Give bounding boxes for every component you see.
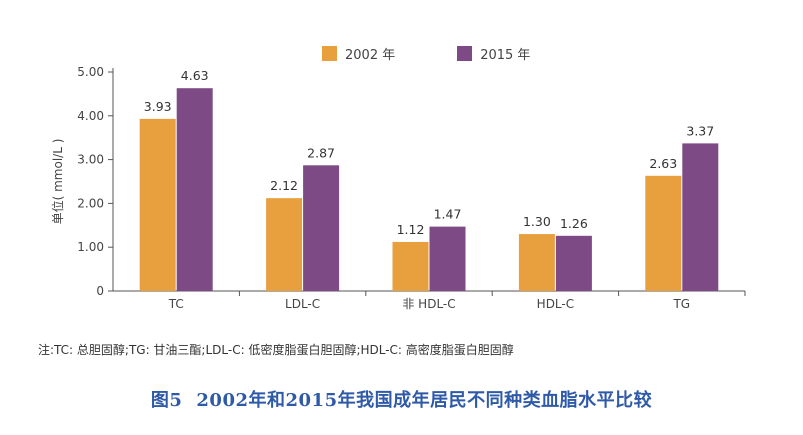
y-tick-label: 5.00 — [77, 65, 104, 79]
bar-2002-0 — [139, 118, 176, 291]
data-label: 3.93 — [144, 99, 172, 114]
figure-title: 2002年和2015年我国成年居民不同种类血脂水平比较 — [196, 390, 653, 411]
data-label: 1.30 — [523, 214, 551, 229]
data-label: 3.37 — [686, 123, 714, 138]
legend-swatch-2015 — [457, 46, 473, 61]
bar-2002-3 — [518, 234, 555, 291]
bar-2002-4 — [645, 175, 682, 291]
bar-2002-1 — [266, 198, 303, 291]
chart-note: 注:TC: 总胆固醇;TG: 甘油三酯;LDL-C: 低密度脂蛋白胆固醇;HDL… — [38, 343, 514, 357]
data-label: 2.87 — [307, 145, 335, 160]
bar-2015-1 — [303, 165, 340, 291]
y-tick-label: 2.00 — [77, 196, 104, 210]
data-label: 1.12 — [397, 222, 425, 237]
data-label: 1.26 — [560, 216, 588, 231]
bar-2015-2 — [429, 226, 466, 291]
y-tick-label: 0 — [96, 284, 104, 298]
bar-2015-0 — [176, 88, 213, 292]
legend-label-2015: 2015 年 — [480, 48, 531, 63]
x-tick-label: TC — [168, 297, 184, 311]
legend-item-2002: 2002 年 — [322, 44, 395, 63]
legend-swatch-2002 — [322, 46, 337, 61]
chart-labels: 3.93 4.63 2.12 2.87 1.12 1.47 1.30 1.26 2.63 3.37 — [144, 68, 714, 237]
chart-axes: 0 1.00 2.00 3.00 4.00 5.00 单位( mmol/L ) TC LDL-C… — [50, 65, 746, 311]
y-tick-label: 4.00 — [77, 109, 104, 123]
x-tick-label: HDL-C — [537, 297, 574, 311]
legend: 2002 年 2015 年 — [322, 44, 592, 63]
legend-label-2002: 2002 年 — [345, 48, 396, 63]
x-tick-label: LDL-C — [285, 297, 320, 311]
data-label: 2.12 — [270, 178, 298, 193]
y-tick-label: 1.00 — [77, 240, 104, 254]
x-tick-label: 非 HDL-C — [402, 297, 455, 311]
bar-2015-3 — [555, 235, 592, 291]
figure-caption: 图5 2002年和2015年我国成年居民不同种类血脂水平比较 — [0, 386, 803, 412]
bar-2015-4 — [682, 143, 719, 291]
data-label: 4.63 — [181, 68, 209, 83]
x-tick-label: TG — [672, 297, 690, 311]
legend-item-2015: 2015 年 — [457, 44, 530, 63]
figure-number: 图5 — [150, 390, 183, 411]
chart-bars — [139, 88, 719, 292]
y-tick-label: 3.00 — [77, 153, 104, 167]
data-label: 1.47 — [434, 207, 462, 222]
y-axis-label: 单位( mmol/L ) — [50, 139, 65, 225]
bar-2002-2 — [392, 241, 429, 291]
data-label: 2.63 — [649, 156, 677, 171]
